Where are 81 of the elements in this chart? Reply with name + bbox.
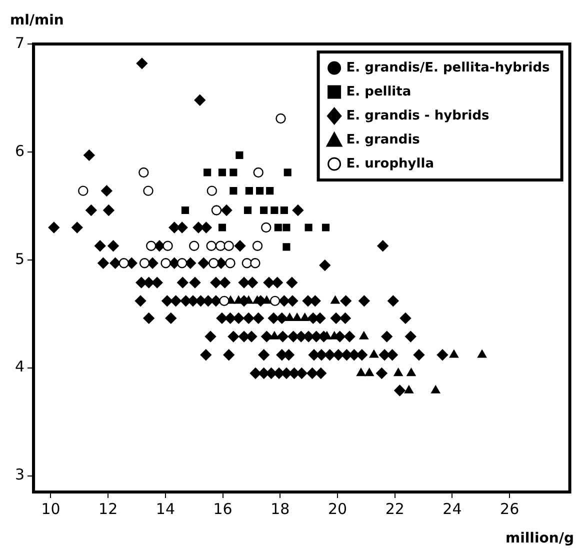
x-tick-label: 10 <box>41 500 60 518</box>
legend-label: E. grandis/E. pellita-hybrids <box>346 60 550 76</box>
point <box>404 385 414 394</box>
point <box>230 187 238 195</box>
point <box>118 258 129 268</box>
x-axis-title: million/g <box>505 530 574 547</box>
point <box>276 113 286 124</box>
point <box>330 296 340 304</box>
legend-label: E. pellita <box>346 84 412 100</box>
point <box>189 240 200 251</box>
point <box>138 167 149 178</box>
x-tick-label: 16 <box>213 500 232 518</box>
point <box>206 186 218 196</box>
point <box>215 240 226 251</box>
point <box>211 205 222 216</box>
point <box>449 350 458 358</box>
point <box>369 350 378 358</box>
point <box>245 187 253 195</box>
point <box>356 368 366 376</box>
point <box>260 206 268 214</box>
y-axis-title: ml/min <box>10 12 64 29</box>
x-tick-label: 26 <box>500 500 520 518</box>
point <box>225 258 236 268</box>
point <box>270 331 279 340</box>
x-tick-label: 22 <box>385 500 404 518</box>
point <box>236 151 244 159</box>
point <box>270 296 280 306</box>
legend-label: E. grandis <box>346 132 420 148</box>
point <box>218 168 226 176</box>
x-tick-label: 14 <box>156 500 176 518</box>
point <box>261 222 272 233</box>
point <box>292 313 302 322</box>
x-tick-label: 20 <box>328 500 348 518</box>
x-tick-label: 18 <box>270 500 290 518</box>
point <box>218 224 226 232</box>
point <box>274 224 282 232</box>
y-tick-label: 6 <box>14 142 25 160</box>
y-tick-label: 4 <box>14 358 25 376</box>
point <box>242 258 252 268</box>
point <box>143 186 154 196</box>
point <box>406 368 416 376</box>
point <box>282 224 290 232</box>
y-tick-label: 5 <box>14 250 25 268</box>
point <box>282 243 290 251</box>
legend-label: E. urophylla <box>346 156 434 172</box>
point <box>300 313 310 322</box>
point <box>364 368 374 376</box>
point <box>160 258 171 268</box>
point <box>224 240 234 251</box>
x-tick-label: 12 <box>98 500 118 518</box>
point <box>244 206 252 214</box>
y-tick-label: 7 <box>14 34 25 52</box>
point <box>431 385 440 394</box>
point <box>285 313 294 322</box>
point <box>359 331 368 340</box>
point <box>284 168 292 176</box>
point <box>253 167 264 178</box>
point <box>162 240 173 251</box>
point <box>139 258 150 268</box>
point <box>208 258 219 268</box>
point <box>181 206 190 214</box>
point <box>322 224 330 232</box>
x-tick-label: 24 <box>442 500 462 518</box>
point <box>252 240 263 251</box>
point <box>176 258 188 268</box>
point <box>478 350 487 358</box>
point <box>270 206 278 214</box>
legend-label: E. grandis - hybrids <box>346 108 490 124</box>
point <box>78 186 88 196</box>
point <box>146 240 156 251</box>
y-tick-label: 3 <box>14 466 25 484</box>
point <box>204 168 212 176</box>
point <box>304 224 312 232</box>
point <box>266 187 274 195</box>
point <box>206 240 216 251</box>
point <box>256 187 264 195</box>
point <box>394 368 403 376</box>
point <box>219 296 230 306</box>
point <box>280 206 288 214</box>
point <box>230 168 238 176</box>
point <box>250 258 260 268</box>
